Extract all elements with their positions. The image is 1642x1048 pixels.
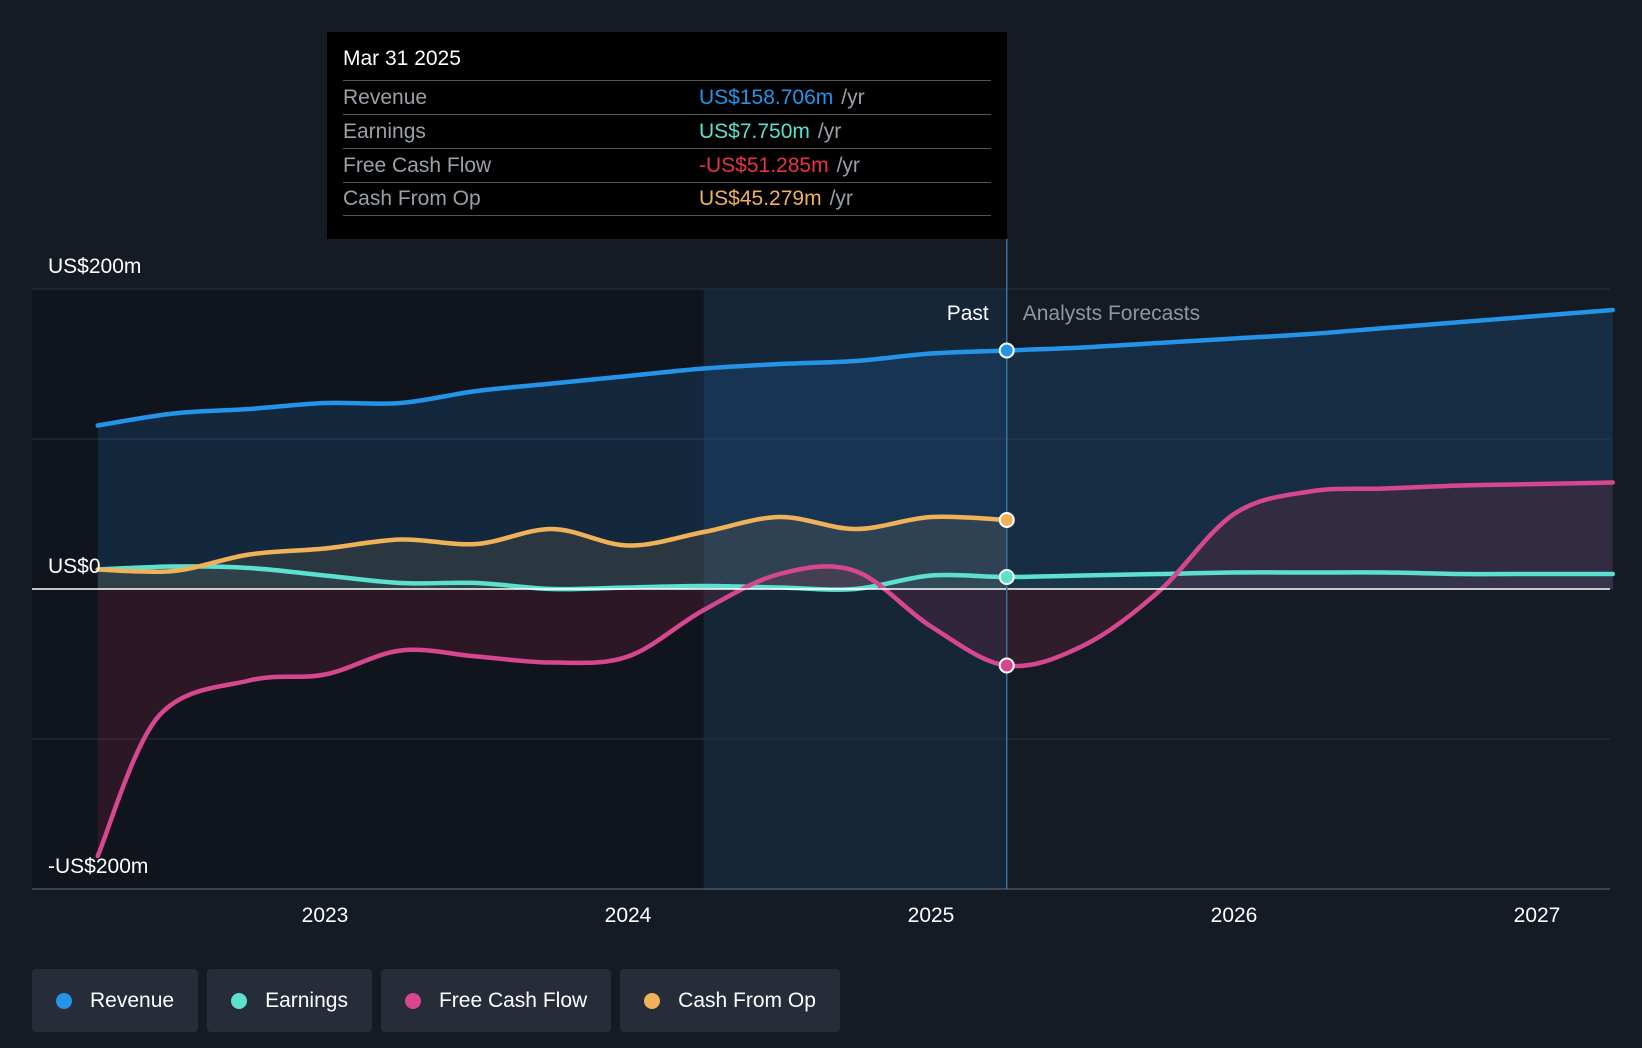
earnings-marker (998, 569, 1015, 585)
tooltip-unit: /yr (836, 153, 860, 177)
tooltip: Mar 31 2025 Revenue US$158.706m /yr Earn… (327, 32, 1007, 239)
legend-label: Cash From Op (678, 988, 816, 1012)
past-label: Past (947, 302, 989, 325)
forecast-label: Analysts Forecasts (1023, 302, 1200, 325)
cash-from-op-dot-icon (644, 992, 661, 1009)
free-cash-flow-marker (998, 657, 1015, 674)
tooltip-label: Earnings (343, 119, 426, 143)
legend-label: Free Cash Flow (438, 988, 588, 1012)
tooltip-label: Revenue (343, 85, 428, 109)
x-tick-label: 2026 (1211, 904, 1258, 927)
tooltip-date: Mar 31 2025 (343, 47, 461, 70)
revenue-area (97, 310, 1613, 589)
y-tick-label: US$200m (48, 255, 141, 278)
tooltip-value: -US$51.285m (699, 153, 829, 177)
legend-item-earnings[interactable]: Earnings (207, 969, 372, 1032)
earnings-dot-icon (231, 992, 248, 1009)
x-tick-label: 2024 (605, 904, 652, 927)
x-tick-label: 2025 (908, 904, 955, 927)
tooltip-label: Cash From Op (343, 187, 481, 210)
tooltip-unit: /yr (829, 187, 853, 210)
legend-label: Earnings (265, 988, 348, 1012)
y-tick-label: -US$200m (48, 855, 148, 878)
legend-item-revenue[interactable]: Revenue (32, 969, 199, 1032)
cash-from-op-line (95, 514, 1009, 575)
tooltip-row-cash-from-op: Cash From Op US$45.279m /yr (343, 182, 991, 216)
y-tick-label: US$0 (48, 555, 101, 578)
tooltip-value: US$158.706m (699, 85, 834, 109)
tooltip-row-earnings: Earnings US$7.750m /yr (343, 114, 991, 148)
cash-from-op-area (97, 516, 1007, 589)
tooltip-row-revenue: Revenue US$158.706m /yr (343, 80, 991, 114)
x-tick-label: 2023 (302, 904, 349, 927)
tooltip-unit: /yr (841, 85, 865, 109)
x-tick-label: 2027 (1514, 904, 1561, 927)
cash-from-op-marker (998, 512, 1015, 528)
revenue-marker (998, 342, 1015, 359)
legend-item-cash-from-op[interactable]: Cash From Op (620, 969, 840, 1032)
free-cash-flow-line (95, 480, 1615, 859)
legend-item-free-cash-flow[interactable]: Free Cash Flow (380, 969, 612, 1032)
tooltip-value: US$45.279m (699, 187, 822, 210)
tooltip-label: Free Cash Flow (343, 153, 492, 177)
tooltip-row-free-cash-flow: Free Cash Flow -US$51.285m /yr (343, 148, 991, 182)
revenue-line (95, 307, 1615, 428)
free-cash-flow-area (97, 482, 1613, 856)
revenue-dot-icon (56, 992, 72, 1009)
legend: Revenue Earnings Free Cash Flow Cash Fro… (32, 969, 840, 1032)
legend-label: Revenue (90, 988, 175, 1012)
tooltip-unit: /yr (817, 119, 842, 143)
free-cash-flow-dot-icon (404, 992, 421, 1009)
tooltip-value: US$7.750m (699, 119, 810, 143)
